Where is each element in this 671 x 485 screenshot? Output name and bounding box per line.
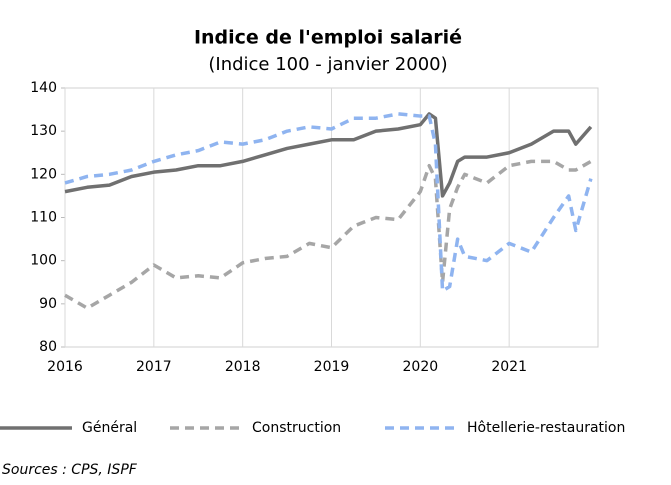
series-line bbox=[64, 112, 593, 293]
series-line bbox=[64, 112, 593, 198]
y-tick-label: 90 bbox=[39, 296, 57, 312]
x-tick-label: 2018 bbox=[225, 359, 261, 375]
y-tick-label: 100 bbox=[30, 253, 57, 269]
x-tick-label: 2019 bbox=[314, 359, 350, 375]
legend-label: Construction bbox=[252, 420, 341, 436]
y-tick-label: 120 bbox=[30, 166, 57, 182]
x-tick-label: 2020 bbox=[403, 359, 439, 375]
y-tick-label: 80 bbox=[39, 339, 57, 355]
source-note: Sources : CPS, ISPF bbox=[2, 462, 138, 478]
y-tick-label: 140 bbox=[30, 80, 57, 96]
series-line bbox=[64, 159, 592, 310]
chart-title: Indice de l'emploi salarié bbox=[194, 27, 462, 49]
x-tick-label: 2017 bbox=[136, 359, 172, 375]
y-tick-label: 130 bbox=[30, 123, 57, 139]
legend-label: Général bbox=[82, 420, 137, 436]
y-tick-label: 110 bbox=[30, 210, 57, 226]
legend-label: Hôtellerie-restauration bbox=[467, 420, 625, 436]
x-tick-label: 2021 bbox=[491, 359, 527, 375]
chart-subtitle: (Indice 100 - janvier 2000) bbox=[208, 54, 447, 75]
x-tick-label: 2016 bbox=[47, 359, 83, 375]
